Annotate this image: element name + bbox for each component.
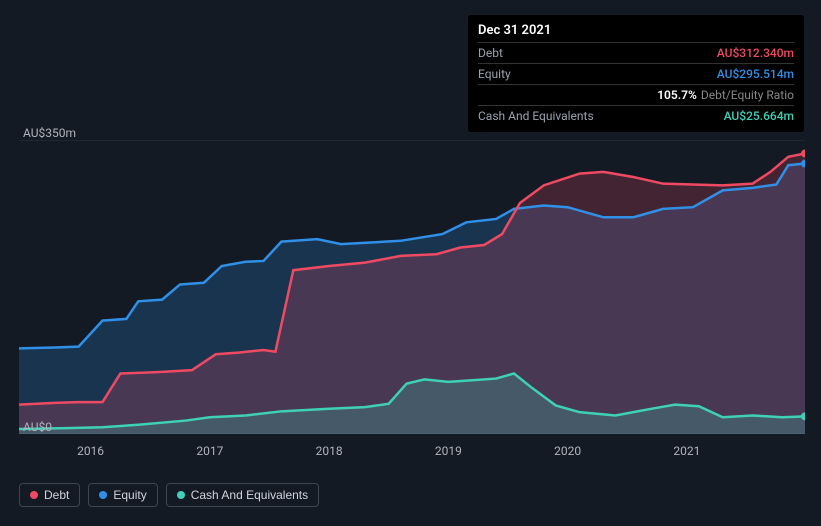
tooltip-row-debt: Debt AU$312.340m [478, 42, 794, 63]
tooltip-row-label: Cash And Equivalents [478, 109, 594, 123]
tooltip-ratio-pct: 105.7% [657, 88, 697, 102]
tooltip-ratio-label: Debt/Equity Ratio [701, 88, 794, 102]
y-axis-label: AU$0 [23, 420, 52, 434]
legend-item-equity[interactable]: Equity [88, 483, 157, 507]
legend-item-label: Debt [44, 489, 69, 501]
tooltip-row-equity: Equity AU$295.514m [478, 63, 794, 84]
x-axis-tick: 2019 [435, 444, 462, 458]
legend-dot-icon [177, 491, 185, 499]
tooltip-row-value: AU$295.514m [717, 67, 794, 81]
legend-dot-icon [30, 491, 38, 499]
y-axis-label: AU$350m [23, 126, 76, 140]
tooltip-row-label: Equity [478, 67, 511, 81]
tooltip-row-label: Debt [478, 46, 503, 60]
x-axis-tick: 2016 [77, 444, 104, 458]
legend-dot-icon [99, 491, 107, 499]
legend-item-cash[interactable]: Cash And Equivalents [166, 483, 319, 507]
legend: Debt Equity Cash And Equivalents [19, 483, 319, 507]
legend-item-label: Equity [113, 489, 146, 501]
chart-tooltip: Dec 31 2021 Debt AU$312.340m Equity AU$295.5… [468, 15, 804, 132]
chart-plot[interactable] [19, 140, 805, 434]
tooltip-date: Dec 31 2021 [478, 21, 794, 42]
tooltip-row-cash: Cash And Equivalents AU$25.664m [478, 105, 794, 126]
legend-item-debt[interactable]: Debt [19, 483, 80, 507]
legend-item-label: Cash And Equivalents [191, 489, 308, 501]
tooltip-row-value: AU$312.340m [717, 46, 794, 60]
x-axis-tick: 2021 [673, 444, 700, 458]
x-axis-tick: 2020 [554, 444, 581, 458]
tooltip-row-ratio: 105.7% Debt/Equity Ratio [478, 84, 794, 105]
x-axis-tick: 2017 [196, 444, 223, 458]
tooltip-row-value: AU$25.664m [724, 109, 794, 123]
x-axis-tick: 2018 [316, 444, 343, 458]
